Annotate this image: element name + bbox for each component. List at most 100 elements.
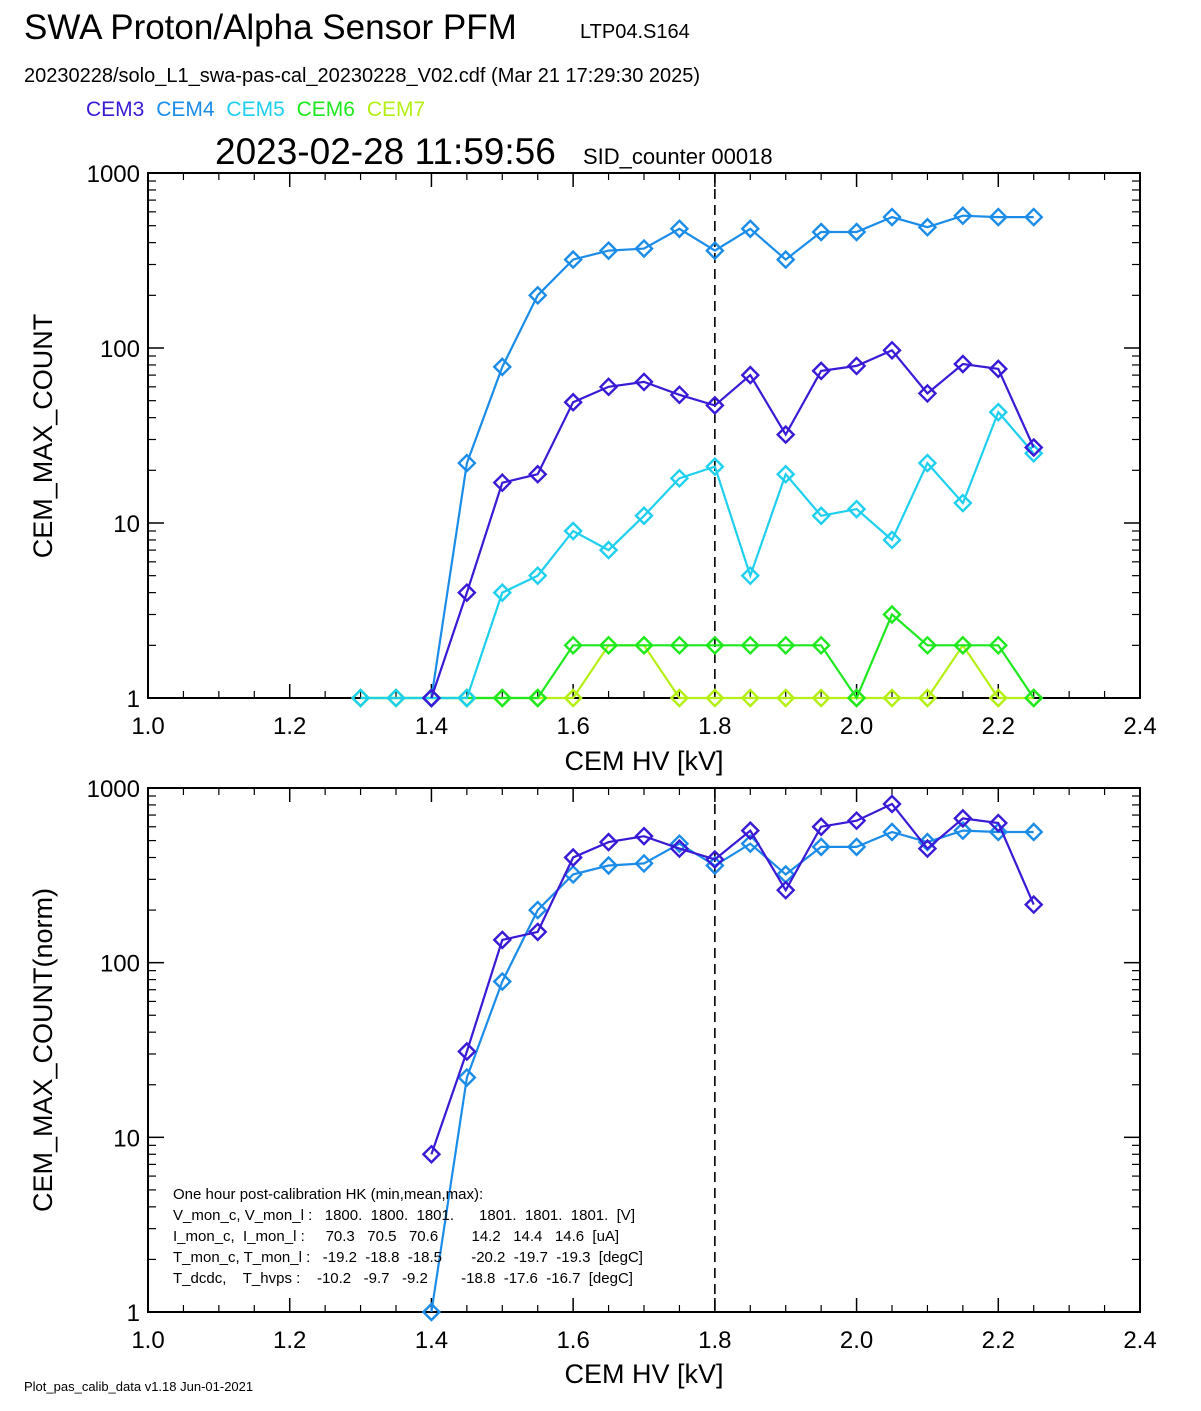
- data-point-cem3: [634, 826, 654, 846]
- x-tick-label: 1.4: [415, 1327, 448, 1354]
- x-tick-label: 1.4: [415, 713, 448, 740]
- data-point-cem7: [917, 688, 938, 708]
- series-line-cem4: [430, 214, 1034, 699]
- data-point-cem4: [846, 837, 867, 857]
- plot-frame: [147, 172, 1141, 699]
- hk-line: T_mon_c, T_mon_l : -19.2 -18.8 -18.5 -20…: [173, 1249, 643, 1266]
- data-point-cem6: [882, 604, 902, 625]
- data-point-cem4: [492, 971, 512, 992]
- y-tick-label: 1000: [87, 161, 140, 188]
- data-point-cem5: [350, 688, 371, 708]
- y-tick-label: 10: [113, 511, 140, 538]
- data-point-cem4: [740, 219, 760, 239]
- data-point-cem4: [776, 249, 796, 270]
- data-point-cem7: [776, 688, 796, 708]
- data-point-cem4: [421, 1302, 442, 1322]
- data-point-cem5: [705, 456, 725, 477]
- data-point-cem7: [811, 688, 831, 708]
- data-point-cem4: [669, 833, 690, 854]
- data-point-cem3: [598, 832, 619, 852]
- data-point-cem4: [598, 855, 619, 876]
- data-point-cem5: [917, 453, 938, 473]
- data-point-cem7: [988, 688, 1008, 708]
- data-point-cem5: [492, 582, 512, 603]
- y-axis-label: CEM_MAX_COUNT: [28, 314, 58, 559]
- x-tick-label: 1.6: [556, 1327, 589, 1354]
- x-tick-label: 1.8: [698, 713, 731, 740]
- data-point-cem4: [1024, 207, 1044, 227]
- data-point-cem4: [528, 285, 548, 306]
- data-point-cem6: [705, 635, 725, 656]
- data-point-cem6: [528, 688, 548, 708]
- x-tick-label: 1.6: [556, 713, 589, 740]
- data-point-cem6: [846, 688, 867, 708]
- x-tick-label: 2.0: [840, 713, 873, 740]
- data-point-cem5: [811, 506, 831, 526]
- data-point-cem5: [776, 464, 796, 484]
- data-point-cem6: [811, 635, 831, 656]
- data-point-cem3: [705, 849, 725, 870]
- data-point-cem4: [882, 822, 902, 842]
- data-point-cem7: [705, 688, 725, 708]
- y-tick-label: 1: [127, 686, 140, 713]
- data-point-cem3: [776, 880, 796, 900]
- data-point-cem4: [492, 357, 512, 377]
- data-point-cem5: [988, 402, 1008, 422]
- data-point-cem4: [563, 864, 583, 885]
- data-point-cem4: [705, 240, 725, 261]
- data-point-cem3: [421, 688, 442, 708]
- data-point-cem3: [634, 372, 654, 392]
- x-tick-label: 2.2: [982, 1327, 1015, 1354]
- data-point-cem3: [953, 808, 973, 829]
- data-point-cem5: [669, 468, 690, 489]
- data-point-cem3: [917, 838, 938, 859]
- panel-1: 1.0 1.2 1.4 1.6 1.8 2.0 2.2 2.4 1 10 100 1000 CEM HV…: [28, 161, 1157, 776]
- data-point-cem6: [917, 635, 938, 656]
- data-point-cem3: [1024, 894, 1044, 915]
- data-point-cem4: [917, 217, 938, 237]
- data-point-cem3: [705, 395, 725, 416]
- chart-title: SWA Proton/Alpha Sensor PFM: [24, 8, 517, 47]
- data-point-cem3: [882, 794, 902, 814]
- data-point-cem5: [953, 493, 973, 513]
- data-point-cem6: [634, 635, 654, 656]
- data-point-cem3: [776, 424, 796, 445]
- plot-area: [350, 173, 1044, 708]
- data-point-cem5: [882, 530, 902, 550]
- data-point-cem3: [492, 472, 512, 493]
- data-point-cem4: [846, 222, 867, 242]
- data-point-cem3: [953, 354, 973, 374]
- data-point-cem3: [457, 1041, 477, 1062]
- hk-line: T_dcdc, T_hvps : -10.2 -9.7 -9.2 -18.8 -…: [173, 1270, 633, 1287]
- data-point-cem4: [1024, 822, 1044, 842]
- legend: CEM3 CEM4 CEM5 CEM6 CEM7: [86, 98, 431, 122]
- data-point-cem5: [598, 540, 619, 560]
- y-tick-label: 1: [127, 1300, 140, 1327]
- y-tick-label: 1000: [87, 776, 140, 803]
- data-point-cem3: [846, 356, 867, 376]
- data-point-cem3: [457, 582, 477, 603]
- data-point-cem6: [740, 635, 760, 656]
- hk-line: One hour post-calibration HK (min,mean,m…: [173, 1186, 483, 1203]
- data-point-cem3: [811, 361, 831, 381]
- data-point-cem4: [598, 240, 619, 261]
- plot-area: [421, 788, 1044, 1322]
- data-point-cem3: [669, 838, 690, 859]
- data-point-cem3: [917, 383, 938, 404]
- data-point-cem5: [563, 521, 583, 541]
- data-point-cem4: [953, 206, 973, 226]
- y-tick-label: 100: [100, 336, 140, 363]
- data-point-cem7: [740, 688, 760, 708]
- series-line-cem3: [430, 802, 1035, 1155]
- legend-cem4: CEM4: [156, 98, 215, 121]
- data-point-cem3: [1024, 437, 1044, 458]
- legend-cem5: CEM5: [226, 98, 285, 121]
- x-tick-label: 1.0: [131, 1327, 164, 1354]
- legend-cem6: CEM6: [296, 98, 355, 121]
- data-point-cem5: [457, 688, 477, 708]
- data-point-cem6: [776, 635, 796, 656]
- data-point-cem3: [563, 847, 583, 868]
- data-point-cem6: [598, 635, 619, 656]
- data-point-cem4: [811, 837, 831, 857]
